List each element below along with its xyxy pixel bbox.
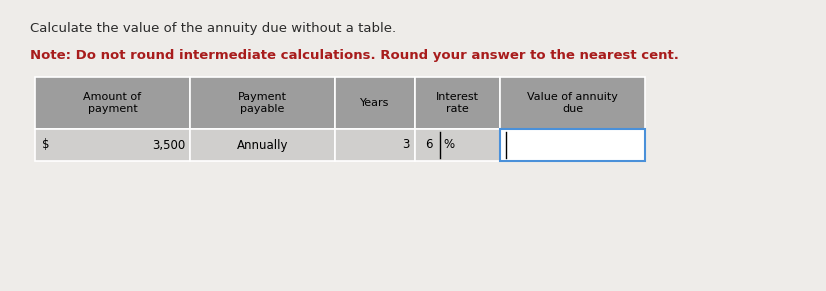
Text: 6: 6 — [425, 139, 433, 152]
Text: 3,500: 3,500 — [152, 139, 185, 152]
Text: Amount of
payment: Amount of payment — [83, 92, 141, 114]
Text: $: $ — [42, 139, 50, 152]
Bar — [415, 77, 500, 129]
Bar — [35, 77, 190, 129]
Text: Payment
payable: Payment payable — [238, 92, 287, 114]
Text: Value of annuity
due: Value of annuity due — [527, 92, 618, 114]
Text: Note: Do not round intermediate calculations. Round your answer to the nearest c: Note: Do not round intermediate calculat… — [30, 49, 679, 61]
Bar — [190, 77, 335, 129]
Bar — [335, 129, 415, 161]
Text: Annually: Annually — [237, 139, 288, 152]
Bar — [500, 129, 645, 161]
Text: Calculate the value of the annuity due without a table.: Calculate the value of the annuity due w… — [30, 22, 396, 35]
Text: %: % — [443, 139, 454, 152]
Bar — [335, 77, 415, 129]
Bar — [500, 77, 645, 129]
Bar — [190, 129, 335, 161]
Text: Years: Years — [360, 98, 390, 108]
Bar — [35, 129, 190, 161]
Bar — [415, 129, 500, 161]
Text: Interest
rate: Interest rate — [436, 92, 479, 114]
Text: 3: 3 — [402, 139, 410, 152]
